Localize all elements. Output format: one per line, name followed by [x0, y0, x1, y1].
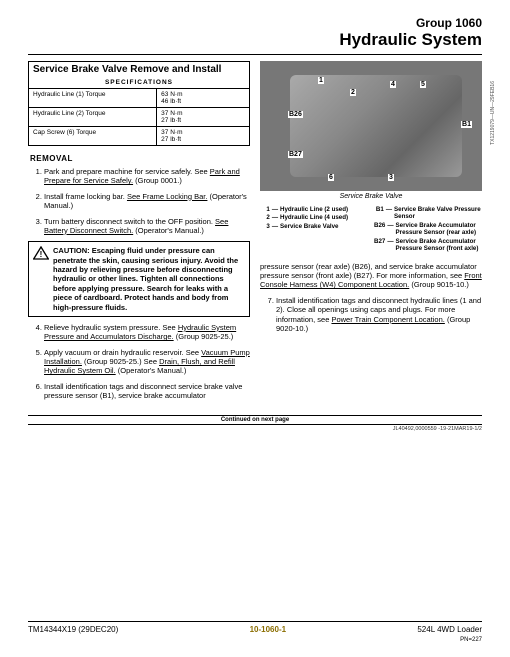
callout-b26: B26 [288, 111, 303, 118]
step-2: Install frame locking bar. See Frame Loc… [44, 192, 250, 211]
doc-ref-small: JL40492,0000559 -19-21MAR19-1/2 [28, 426, 482, 432]
callout-4: 4 [390, 81, 396, 88]
table-row: Hydraulic Line (2) Torque 37 N·m 27 lb·f… [29, 108, 250, 127]
step-5: Apply vacuum or drain hydraulic reservoi… [44, 348, 250, 376]
right-body: pressure sensor (rear axle) (B26), and s… [260, 262, 482, 334]
step-3: Turn battery disconnect switch to the OF… [44, 217, 250, 236]
caution-label: CAUTION: [53, 246, 90, 255]
callout-5: 5 [420, 81, 426, 88]
legend-row: 2Hydraulic Line (4 used) [260, 214, 368, 221]
spec-table: SPECIFICATIONS Hydraulic Line (1) Torque… [28, 77, 250, 146]
page-footer: TM14344X19 (29DEC20) 10-1060-1 524L 4WD … [28, 621, 482, 643]
callout-1: 1 [318, 77, 324, 84]
callout-2: 2 [350, 89, 356, 96]
spec-name: Hydraulic Line (1) Torque [29, 89, 157, 108]
page: Group 1060 Hydraulic System Service Brak… [0, 0, 510, 432]
header-rule [28, 54, 482, 55]
link-text: See Frame Locking Bar. [127, 192, 207, 201]
svg-text:!: ! [40, 250, 43, 259]
figure-caption: Service Brake Valve [260, 193, 482, 200]
page-header: Group 1060 Hydraulic System [28, 16, 482, 50]
legend-left: 1Hydraulic Line (2 used) 2Hydraulic Line… [260, 206, 368, 254]
left-column: Service Brake Valve Remove and Install S… [28, 61, 250, 407]
footer-left: TM14344X19 (29DEC20) [28, 625, 118, 643]
spec-val: 63 N·m 46 lb·ft [157, 89, 250, 108]
legend: 1Hydraulic Line (2 used) 2Hydraulic Line… [260, 206, 482, 254]
legend-row: 3Service Brake Valve [260, 223, 368, 230]
spec-val: 37 N·m 27 lb·ft [157, 108, 250, 127]
link-text: Power Train Component Location. [331, 315, 444, 324]
callout-6: 6 [328, 174, 334, 181]
step-4: Relieve hydraulic system pressure. See H… [44, 323, 250, 342]
steps-list-right: Install identification tags and disconne… [260, 296, 482, 334]
caution-icon: ! [33, 246, 49, 260]
caution-box: ! CAUTION: Escaping fluid under pressure… [28, 241, 250, 317]
figure-image: 1 2 4 5 B26 B27 B1 6 3 TX1219079—UN—29FE… [260, 61, 482, 191]
step-1: Park and prepare machine for service saf… [44, 167, 250, 186]
table-row: Hydraulic Line (1) Torque 63 N·m 46 lb·f… [29, 89, 250, 108]
figure-id: TX1219079—UN—29FEB16 [490, 81, 496, 145]
legend-row: B27Service Brake Accumulator Pressure Se… [374, 238, 482, 253]
group-title: Hydraulic System [28, 30, 482, 50]
right-column: 1 2 4 5 B26 B27 B1 6 3 TX1219079—UN—29FE… [260, 61, 482, 407]
step-6: Install identification tags and disconne… [44, 382, 250, 401]
legend-right: B1Service Brake Valve Pressure Sensor B2… [374, 206, 482, 254]
callout-b1: B1 [461, 121, 472, 128]
legend-row: 1Hydraulic Line (2 used) [260, 206, 368, 213]
spec-name: Cap Screw (6) Torque [29, 127, 157, 146]
legend-row: B1Service Brake Valve Pressure Sensor [374, 206, 482, 221]
group-label: Group 1060 [28, 16, 482, 30]
continued-bar: Continued on next page [28, 415, 482, 425]
content-columns: Service Brake Valve Remove and Install S… [28, 61, 482, 407]
spec-name: Hydraulic Line (2) Torque [29, 108, 157, 127]
section-title: Service Brake Valve Remove and Install [28, 61, 250, 77]
spec-caption: SPECIFICATIONS [28, 77, 250, 88]
footer-right: 524L 4WD Loader PN=227 [417, 625, 482, 643]
removal-heading: REMOVAL [30, 154, 250, 163]
step-7: Install identification tags and disconne… [276, 296, 482, 334]
steps-list: Park and prepare machine for service saf… [28, 167, 250, 401]
footer-page-num: 10-1060-1 [250, 625, 286, 643]
callout-3: 3 [388, 174, 394, 181]
figure-assembly [290, 75, 462, 177]
spec-val: 37 N·m 27 lb·ft [157, 127, 250, 146]
step-6-cont: pressure sensor (rear axle) (B26), and s… [260, 262, 482, 290]
callout-b27: B27 [288, 151, 303, 158]
caution-body: Escaping fluid under pressure can penetr… [53, 246, 238, 311]
legend-row: B26Service Brake Accumulator Pressure Se… [374, 222, 482, 237]
table-row: Cap Screw (6) Torque 37 N·m 27 lb·ft [29, 127, 250, 146]
